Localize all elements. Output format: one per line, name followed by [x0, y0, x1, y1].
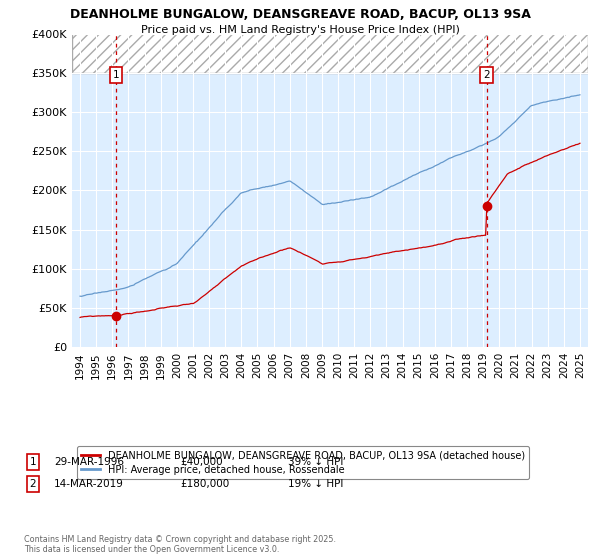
Text: DEANHOLME BUNGALOW, DEANSGREAVE ROAD, BACUP, OL13 9SA: DEANHOLME BUNGALOW, DEANSGREAVE ROAD, BA… — [70, 8, 530, 21]
Text: 14-MAR-2019: 14-MAR-2019 — [54, 479, 124, 489]
Text: Price paid vs. HM Land Registry's House Price Index (HPI): Price paid vs. HM Land Registry's House … — [140, 25, 460, 35]
Text: £180,000: £180,000 — [180, 479, 229, 489]
Text: £40,000: £40,000 — [180, 457, 223, 467]
Text: 29-MAR-1996: 29-MAR-1996 — [54, 457, 124, 467]
Text: 1: 1 — [113, 70, 119, 80]
Text: 1: 1 — [29, 457, 37, 467]
Text: 2: 2 — [483, 70, 490, 80]
Text: 2: 2 — [29, 479, 37, 489]
Text: Contains HM Land Registry data © Crown copyright and database right 2025.
This d: Contains HM Land Registry data © Crown c… — [24, 535, 336, 554]
Text: 39% ↓ HPI: 39% ↓ HPI — [288, 457, 343, 467]
Text: 19% ↓ HPI: 19% ↓ HPI — [288, 479, 343, 489]
Bar — [72, 26, 588, 73]
Legend: DEANHOLME BUNGALOW, DEANSGREAVE ROAD, BACUP, OL13 9SA (detached house), HPI: Ave: DEANHOLME BUNGALOW, DEANSGREAVE ROAD, BA… — [77, 446, 529, 479]
